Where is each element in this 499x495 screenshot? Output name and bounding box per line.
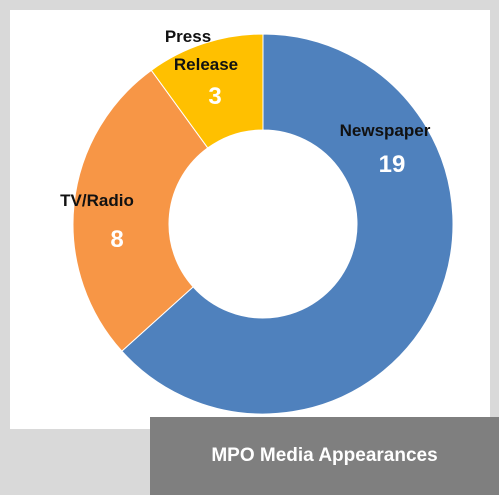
label-press-release-line1: Press [165,27,211,46]
label-press-release-line2: Release [174,55,238,74]
label-tv-radio: TV/Radio [60,191,134,210]
value-tv-radio: 8 [110,226,123,253]
slice-press-release [150,33,264,149]
value-press-release: 3 [208,83,221,110]
label-newspaper: Newspaper [340,121,431,140]
value-newspaper: 19 [379,151,406,178]
chart-caption: MPO Media Appearances [211,445,438,466]
slice-tv-radio [72,69,209,352]
slice-newspaper [121,33,454,415]
caption-box: MPO Media Appearances [150,417,499,495]
